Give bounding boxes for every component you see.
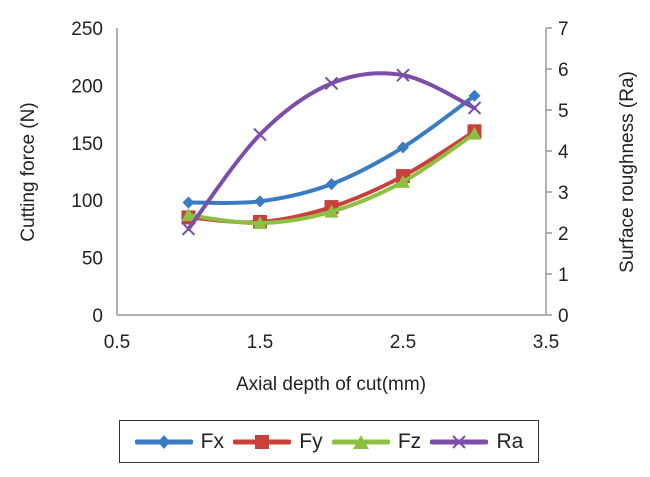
- legend-item-fz: Fz: [331, 429, 422, 454]
- legend-label: Ra: [496, 429, 524, 453]
- legend-label: Fz: [397, 429, 422, 453]
- triangle-marker-icon: [324, 204, 339, 218]
- y2-tick-label: 3: [558, 183, 569, 204]
- x-marker-icon: [430, 434, 489, 449]
- y-tick-label: 100: [71, 191, 103, 212]
- y2-tick-label: 1: [558, 265, 569, 286]
- y-axis-title: Cutting force (N): [18, 102, 39, 241]
- series-fz: [181, 126, 482, 230]
- triangle-marker-icon: [331, 434, 390, 449]
- x-marker-icon: [396, 68, 410, 82]
- y-tick-label: 250: [71, 19, 103, 40]
- diamond-marker-icon: [325, 178, 338, 191]
- y-tick-label: 50: [82, 249, 103, 270]
- y2-tick-label: 2: [558, 224, 569, 245]
- triangle-marker-icon: [253, 216, 267, 230]
- legend-item-ra: Ra: [430, 430, 523, 454]
- triangle-marker-icon: [181, 208, 196, 222]
- x-marker-icon: [467, 101, 482, 115]
- diamond-marker-icon: [397, 141, 409, 154]
- y2-axis-title: Surface roughness (Ra): [617, 71, 638, 273]
- y2-tick-label: 0: [558, 306, 569, 327]
- x-axis-title: Axial depth of cut(mm): [236, 374, 426, 395]
- x-marker-icon: [181, 222, 196, 236]
- x-tick-label: 2.5: [390, 332, 416, 353]
- diamond-marker-icon: [468, 89, 481, 102]
- legend: Fx Fy Fz Ra: [119, 420, 539, 463]
- y2-tick-label: 7: [558, 19, 569, 40]
- series-layer: [181, 68, 482, 236]
- series-ra: [181, 68, 482, 236]
- triangle-marker-icon: [396, 174, 410, 188]
- diamond-marker-icon: [182, 196, 195, 209]
- x-marker-icon: [253, 127, 267, 142]
- x-marker-icon: [324, 76, 339, 91]
- legend-item-fy: Fy: [233, 429, 323, 454]
- y-tick-label: 0: [92, 306, 103, 327]
- x-tick-label: 3.5: [533, 332, 559, 353]
- axes: 0 50 100 150 200 250 0 1 2 3 4 5 6 7 0.5 1.5 2.5 3.5: [71, 19, 569, 353]
- legend-item-fx: Fx: [134, 429, 224, 454]
- x-tick-label: 0.5: [104, 332, 130, 353]
- diamond-marker-icon: [134, 434, 193, 449]
- legend-label: Fx: [200, 429, 224, 453]
- y2-tick-label: 5: [558, 101, 569, 122]
- y-tick-label: 200: [71, 76, 103, 97]
- y-tick-label: 150: [71, 134, 103, 155]
- diamond-marker-icon: [254, 195, 266, 208]
- series-fx: [182, 89, 481, 209]
- x-tick-label: 1.5: [247, 332, 273, 353]
- triangle-marker-icon: [467, 126, 482, 140]
- legend-label: Fy: [299, 429, 323, 453]
- square-marker-icon: [233, 434, 292, 449]
- y2-tick-label: 6: [558, 60, 569, 81]
- y2-tick-label: 4: [558, 142, 569, 163]
- series-line: [186, 71, 477, 231]
